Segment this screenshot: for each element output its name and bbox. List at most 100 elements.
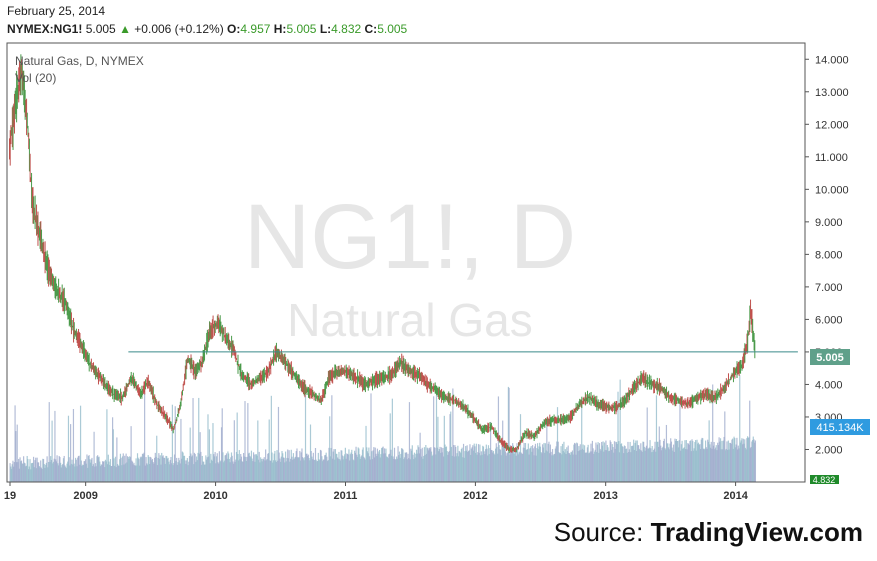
volume-bar	[68, 457, 70, 482]
volume-bar	[77, 457, 79, 482]
volume-bar	[491, 450, 493, 482]
x-tick-label: 2014	[723, 490, 748, 502]
volume-bar	[745, 449, 747, 482]
volume-bar	[553, 454, 555, 482]
volume-bar	[300, 452, 302, 482]
volume-bar	[176, 457, 178, 482]
volume-bar	[70, 424, 72, 482]
volume-bar	[167, 457, 169, 482]
volume-bar	[285, 461, 287, 482]
volume-bar	[178, 457, 180, 482]
volume-bar	[704, 448, 706, 482]
volume-bar	[307, 455, 309, 482]
volume-bar	[605, 440, 607, 482]
volume-bar	[653, 450, 655, 482]
volume-bar	[592, 448, 594, 482]
volume-bar	[89, 459, 91, 482]
volume-bar	[255, 454, 257, 482]
volume-bar	[560, 446, 562, 482]
volume-bar	[705, 447, 707, 482]
volume-bar	[326, 461, 329, 482]
volume-bar	[224, 455, 226, 482]
volume-bar	[99, 466, 102, 482]
volume-bar	[69, 465, 71, 482]
volume-bar	[264, 460, 266, 482]
volume-bar	[284, 462, 286, 482]
volume-bar	[527, 449, 529, 482]
volume-bar	[87, 456, 89, 482]
volume-bar	[336, 457, 339, 482]
volume-bar	[23, 462, 25, 482]
volume-bar	[643, 446, 645, 482]
volume-bar	[376, 448, 379, 482]
volume-bar	[460, 453, 462, 482]
volume-bar	[80, 460, 82, 482]
volume-bar	[40, 460, 42, 482]
volume-bar	[625, 448, 628, 482]
volume-bar	[586, 447, 589, 482]
volume-bar	[559, 453, 561, 482]
volume-bar	[590, 443, 592, 482]
volume-bar	[574, 443, 576, 482]
volume-bar	[408, 402, 411, 482]
volume-bar	[34, 460, 36, 482]
volume-bar	[487, 445, 490, 482]
volume-bar	[589, 451, 591, 482]
volume-bar	[593, 451, 596, 482]
volume-bar	[509, 445, 512, 482]
volume-bar	[155, 456, 157, 482]
volume-bar	[131, 460, 133, 482]
volume-bar	[724, 450, 727, 482]
volume-bar	[273, 453, 275, 482]
volume-bar	[386, 456, 388, 482]
volume-bar	[669, 443, 671, 482]
volume-bar	[561, 454, 563, 482]
volume-bar	[227, 451, 229, 482]
volume-bar	[71, 459, 73, 482]
volume-bar	[483, 451, 485, 482]
volume-bar	[134, 465, 136, 482]
volume-bar	[22, 463, 24, 482]
volume-bar	[177, 462, 179, 482]
volume-bar	[272, 460, 275, 482]
volume-bar	[88, 455, 90, 482]
volume-bar	[49, 461, 51, 482]
volume-bar	[556, 441, 558, 482]
volume-bar	[74, 457, 77, 482]
close-label: C:	[364, 22, 378, 36]
volume-bar	[312, 459, 314, 482]
volume-bar	[644, 450, 646, 482]
volume-bar	[250, 457, 252, 482]
volume-bar	[580, 449, 582, 482]
volume-bar	[451, 455, 453, 482]
volume-bar	[325, 452, 327, 482]
volume-bar	[418, 453, 421, 482]
volume-bar	[50, 456, 52, 482]
volume-bar	[627, 441, 629, 482]
volume-bar	[438, 451, 440, 482]
volume-bar	[50, 460, 52, 482]
volume-bar	[530, 446, 532, 482]
volume-bar	[429, 448, 431, 482]
volume-bar	[510, 451, 512, 482]
volume-bar	[584, 452, 586, 482]
volume-bar	[131, 461, 134, 482]
volume-bar	[391, 455, 393, 482]
volume-bar	[616, 442, 618, 482]
volume-bar	[671, 447, 673, 482]
volume-bar	[176, 464, 178, 482]
volume-bar	[640, 450, 643, 482]
volume-bar	[620, 443, 623, 482]
volume-bar	[435, 387, 438, 482]
volume-bar	[200, 464, 203, 482]
volume-bar	[538, 446, 540, 482]
volume-bar	[440, 447, 443, 482]
volume-bar	[114, 456, 117, 482]
volume-bar	[732, 448, 734, 482]
volume-bar	[556, 407, 559, 482]
volume-bar	[64, 465, 66, 482]
volume-bar	[274, 450, 276, 482]
volume-bar	[551, 449, 554, 482]
volume-bar	[697, 442, 700, 482]
